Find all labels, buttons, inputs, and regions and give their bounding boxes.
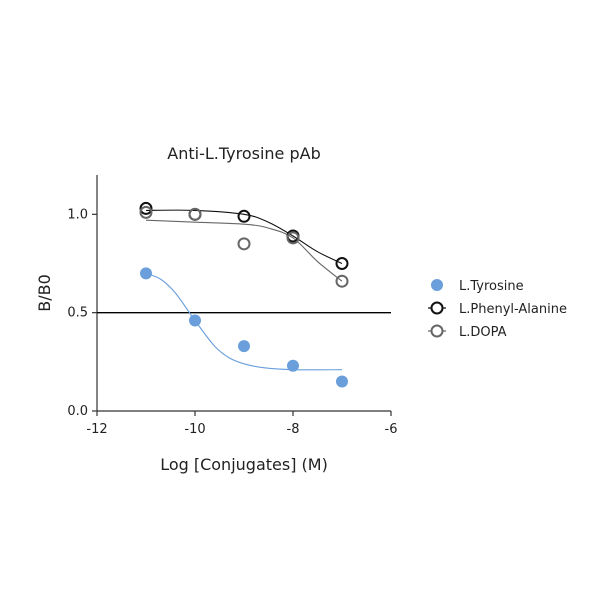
- data-point-l-tyrosine: [336, 375, 348, 388]
- data-point-l-dopa: [286, 231, 300, 245]
- fit-curve-l-dopa: [145, 219, 343, 282]
- legend-label-l-dopa: L.DOPA: [459, 325, 507, 340]
- y-tick-label: 0.5: [67, 306, 88, 321]
- y-tick-label: 1.0: [67, 207, 88, 222]
- data-point-l-tyrosine: [140, 267, 152, 280]
- plot-area: [139, 201, 349, 388]
- data-point-l-dopa: [237, 237, 251, 251]
- y-axis-label: B/B0: [35, 274, 54, 312]
- legend: L.Tyrosine L.Phenyl-Alanine L.DOPA: [428, 279, 567, 340]
- x-tick-label: -6: [385, 422, 398, 437]
- fit-curve-l-tyrosine: [145, 272, 343, 371]
- data-point-l-phenyl-alanine: [335, 257, 349, 270]
- legend-marker-l-phenyl-alanine: [430, 301, 444, 315]
- data-point-l-phenyl-alanine: [139, 201, 153, 215]
- x-axis-label: Log [Conjugates] (M): [160, 455, 328, 474]
- fit-curve-l-phenyl-alanine: [145, 209, 343, 264]
- data-point-l-tyrosine: [189, 314, 201, 327]
- legend-marker-l-tyrosine: [431, 279, 443, 291]
- x-tick-label: -8: [287, 422, 300, 437]
- data-point-l-phenyl-alanine: [237, 209, 251, 223]
- x-tick-label: -10: [184, 422, 205, 437]
- data-point-l-dopa: [139, 205, 153, 219]
- data-point-l-tyrosine: [238, 340, 250, 353]
- legend-marker-l-dopa: [430, 324, 444, 338]
- axes: -12 -10 -8 -6 0.0 0.5 1.0: [67, 175, 397, 437]
- chart-title: Anti-L.Tyrosine pAb: [167, 144, 320, 163]
- data-point-l-dopa: [188, 207, 202, 221]
- legend-label-l-phenyl-alanine: L.Phenyl-Alanine: [459, 302, 567, 317]
- x-tick-label: -12: [86, 422, 107, 437]
- legend-label-l-tyrosine: L.Tyrosine: [459, 279, 524, 294]
- y-tick-label: 0.0: [67, 404, 88, 419]
- data-point-l-tyrosine: [287, 359, 299, 372]
- data-point-l-dopa: [335, 274, 349, 288]
